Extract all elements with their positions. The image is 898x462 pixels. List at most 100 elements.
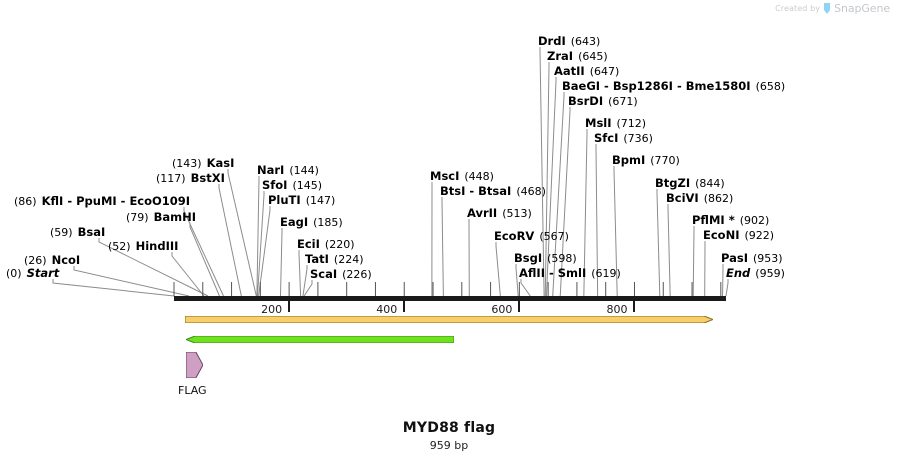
enzyme-label-ncoi[interactable]: (26) NcoI [24,254,80,267]
enzyme-name: BsgI [514,251,543,265]
enzyme-label-scai[interactable]: ScaI (226) [310,268,372,281]
enzyme-label-btsi[interactable]: BtsI - BtsaI (468) [440,185,546,198]
enzyme-name: KflI [41,194,64,208]
enzyme-names: End [726,266,750,280]
enzyme-label-bamhi[interactable]: (79) BamHI [126,211,196,224]
enzyme-position: (658) [755,80,786,93]
enzyme-label-end[interactable]: End (959) [726,267,785,280]
enzyme-label-bstxi[interactable]: (117) BstXI [156,172,225,185]
enzyme-name: Start [26,266,60,280]
enzyme-position: (647) [589,65,620,78]
enzyme-names: PasI [721,251,748,265]
enzyme-label-tati[interactable]: TatI (224) [305,253,364,266]
enzyme-names: ScaI [310,267,337,281]
enzyme-name: BaeGI [562,79,601,93]
enzyme-label-start[interactable]: (0) Start [6,267,59,280]
feature-shape [186,352,203,378]
enzyme-names: TatI [305,252,329,266]
enzyme-label-pasi[interactable]: PasI (953) [721,252,783,265]
enzyme-name: Bme1580I [685,79,751,93]
enzyme-position: (959) [755,267,785,280]
enzyme-label-pluti[interactable]: PluTI (147) [268,194,335,207]
name-separator: - [63,194,77,208]
enzyme-position: (224) [333,253,364,266]
sequence-length: 959 bp [429,439,469,452]
enzyme-position: (844) [695,177,725,190]
enzyme-position: (117) [156,172,186,185]
enzyme-names: AatII [554,64,585,78]
enzyme-label-kasi[interactable]: (143) KasI [172,157,234,170]
enzyme-position: (143) [172,157,202,170]
enzyme-label-pflmi[interactable]: PflMI * (902) [692,214,769,227]
enzyme-position: (59) [50,226,73,239]
enzyme-names: EcoRV [494,229,534,243]
ruler-tick-marks [173,282,722,296]
enzyme-position: (145) [292,179,323,192]
enzyme-position: (712) [616,117,647,130]
enzyme-names: HindIII [136,239,179,253]
enzyme-label-sfoi[interactable]: SfoI (145) [262,179,322,192]
enzyme-name: DrdI [538,34,566,48]
enzyme-name: BpmI [612,153,646,167]
axis-major-tick [403,299,406,312]
name-separator: - [600,79,613,93]
enzyme-label-ecorv[interactable]: EcoRV (567) [494,230,569,243]
axis-label-layer: 200 400 600 800 [0,299,898,319]
enzyme-name: BtsI [440,184,466,198]
enzyme-position: (902) [739,214,770,227]
enzyme-position: (862) [703,192,734,205]
enzyme-names: PflMI * [692,213,735,227]
enzyme-name: AvrII [467,206,498,220]
enzyme-name: BtgZI [655,176,691,190]
enzyme-label-ecii[interactable]: EciI (220) [297,238,355,251]
enzyme-label-bsai[interactable]: (59) BsaI [50,226,105,239]
enzyme-names: BtgZI [655,176,690,190]
enzyme-label-econi[interactable]: EcoNI (922) [703,229,774,242]
name-separator: - [544,266,558,280]
feature-orf-orange[interactable] [185,316,713,323]
enzyme-names: EcoNI [703,228,739,242]
axis-tick-label-200: 200 [261,303,283,316]
enzyme-label-aatii[interactable]: AatII (647) [554,65,619,78]
enzyme-position: (922) [744,229,775,242]
enzyme-label-avrii[interactable]: AvrII (513) [467,207,532,220]
enzyme-position: (598) [547,252,577,265]
enzyme-position: (645) [578,50,608,63]
enzyme-names: BsrDI [568,94,603,108]
sequence-backbone [174,296,726,301]
snapgene-logo-icon [824,2,831,14]
enzyme-label-msci[interactable]: MscI (448) [430,170,494,183]
enzyme-name: BciVI [666,191,699,205]
enzyme-label-kfli[interactable]: (86) KflI - PpuMI - EcoO109I [14,195,190,208]
enzyme-label-drdi[interactable]: DrdI (643) [538,35,600,48]
enzyme-label-baegi[interactable]: BaeGI - Bsp1286I - Bme1580I (658) [562,80,785,93]
enzyme-label-hindiii[interactable]: (52) HindIII [108,240,178,253]
feature-layer: FLAG [0,310,898,410]
feature-cds-green[interactable] [186,336,454,343]
enzyme-names: SfcI [594,131,618,145]
enzyme-label-bsgi[interactable]: BsgI (598) [514,252,577,265]
enzyme-position: (185) [313,216,343,229]
enzyme-label-bpmi[interactable]: BpmI (770) [612,154,680,167]
enzyme-names: MscI [430,169,459,183]
enzyme-name: BsaI [77,225,106,239]
enzyme-label-nari[interactable]: NarI (144) [257,164,319,177]
enzyme-names: AflII - SmlI [519,266,586,280]
enzyme-position: (79) [126,211,149,224]
enzyme-label-msli[interactable]: MslI (712) [585,117,646,130]
enzyme-label-bcivi[interactable]: BciVI (862) [666,192,733,205]
feature-flag-tag[interactable] [186,352,203,378]
enzyme-label-sfci[interactable]: SfcI (736) [594,132,653,145]
enzyme-label-zrai[interactable]: ZraI (645) [547,50,608,63]
enzyme-name: BtsaI [478,184,512,198]
axis-major-tick [518,299,521,312]
enzyme-label-bsrdi[interactable]: BsrDI (671) [568,95,638,108]
enzyme-position: (220) [324,238,355,251]
enzyme-position: (643) [570,35,601,48]
enzyme-label-aflii[interactable]: AflII - SmlI (619) [519,267,621,280]
enzyme-names: NcoI [52,253,81,267]
enzyme-label-eagi[interactable]: EagI (185) [280,216,343,229]
enzyme-label-btgzi[interactable]: BtgZI (844) [655,177,725,190]
watermark-brand: SnapGene [834,2,890,15]
